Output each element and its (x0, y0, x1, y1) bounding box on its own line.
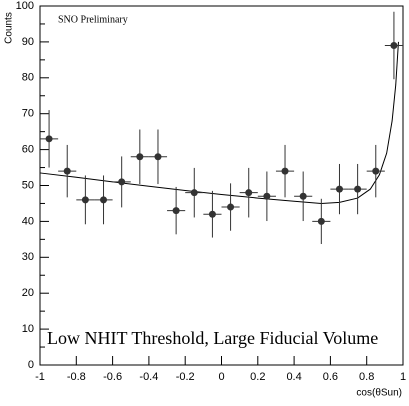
data-point (245, 189, 253, 197)
data-point (281, 167, 289, 175)
y-tick-label: 10 (22, 323, 34, 335)
x-tick-label: 0.6 (323, 371, 338, 383)
x-axis-label: cos(θSun) (356, 388, 402, 399)
y-tick-label: 20 (22, 287, 34, 299)
data-point (299, 192, 307, 200)
x-tick-label: 0.4 (286, 371, 301, 383)
chart-title: Low NHIT Threshold, Large Fiducial Volum… (47, 328, 378, 348)
y-tick-label: 60 (22, 144, 34, 156)
x-tick-label: -0.8 (67, 371, 86, 383)
data-point (372, 167, 380, 175)
x-tick-label: 0.2 (250, 371, 265, 383)
data-point (45, 135, 53, 143)
y-tick-label: 40 (22, 215, 34, 227)
x-tick-label: 0 (218, 371, 224, 383)
y-tick-label: 30 (22, 251, 34, 263)
y-tick-label: 80 (22, 72, 34, 84)
y-tick-label: 70 (22, 108, 34, 120)
x-tick-label: 1 (400, 371, 406, 383)
data-point (390, 41, 398, 49)
y-tick-label: 100 (16, 0, 34, 12)
plot-frame (39, 5, 404, 366)
y-axis-label: Counts (4, 12, 15, 44)
data-point (100, 196, 108, 204)
data-point (227, 203, 235, 211)
data-point (208, 210, 216, 218)
data-point (81, 196, 89, 204)
x-tick-label: 0.8 (359, 371, 374, 383)
data-point (263, 192, 271, 200)
x-tick-label: -0.6 (103, 371, 122, 383)
data-point (136, 153, 144, 161)
x-tick-label: -1 (35, 371, 45, 383)
data-point (190, 189, 198, 197)
annotation: SNO Preliminary (58, 14, 128, 25)
data-point (118, 178, 126, 186)
data-point (63, 167, 71, 175)
x-tick-label: -0.4 (139, 371, 158, 383)
x-tick-label: -0.2 (176, 371, 195, 383)
data-point (335, 185, 343, 193)
fit-curve (39, 41, 399, 204)
y-tick-label: 90 (22, 36, 34, 48)
y-tick-label: 0 (28, 359, 34, 371)
data-point (154, 153, 162, 161)
data-point (354, 185, 362, 193)
y-tick-label: 50 (22, 179, 34, 191)
data-point (317, 217, 325, 225)
data-point (172, 207, 180, 215)
